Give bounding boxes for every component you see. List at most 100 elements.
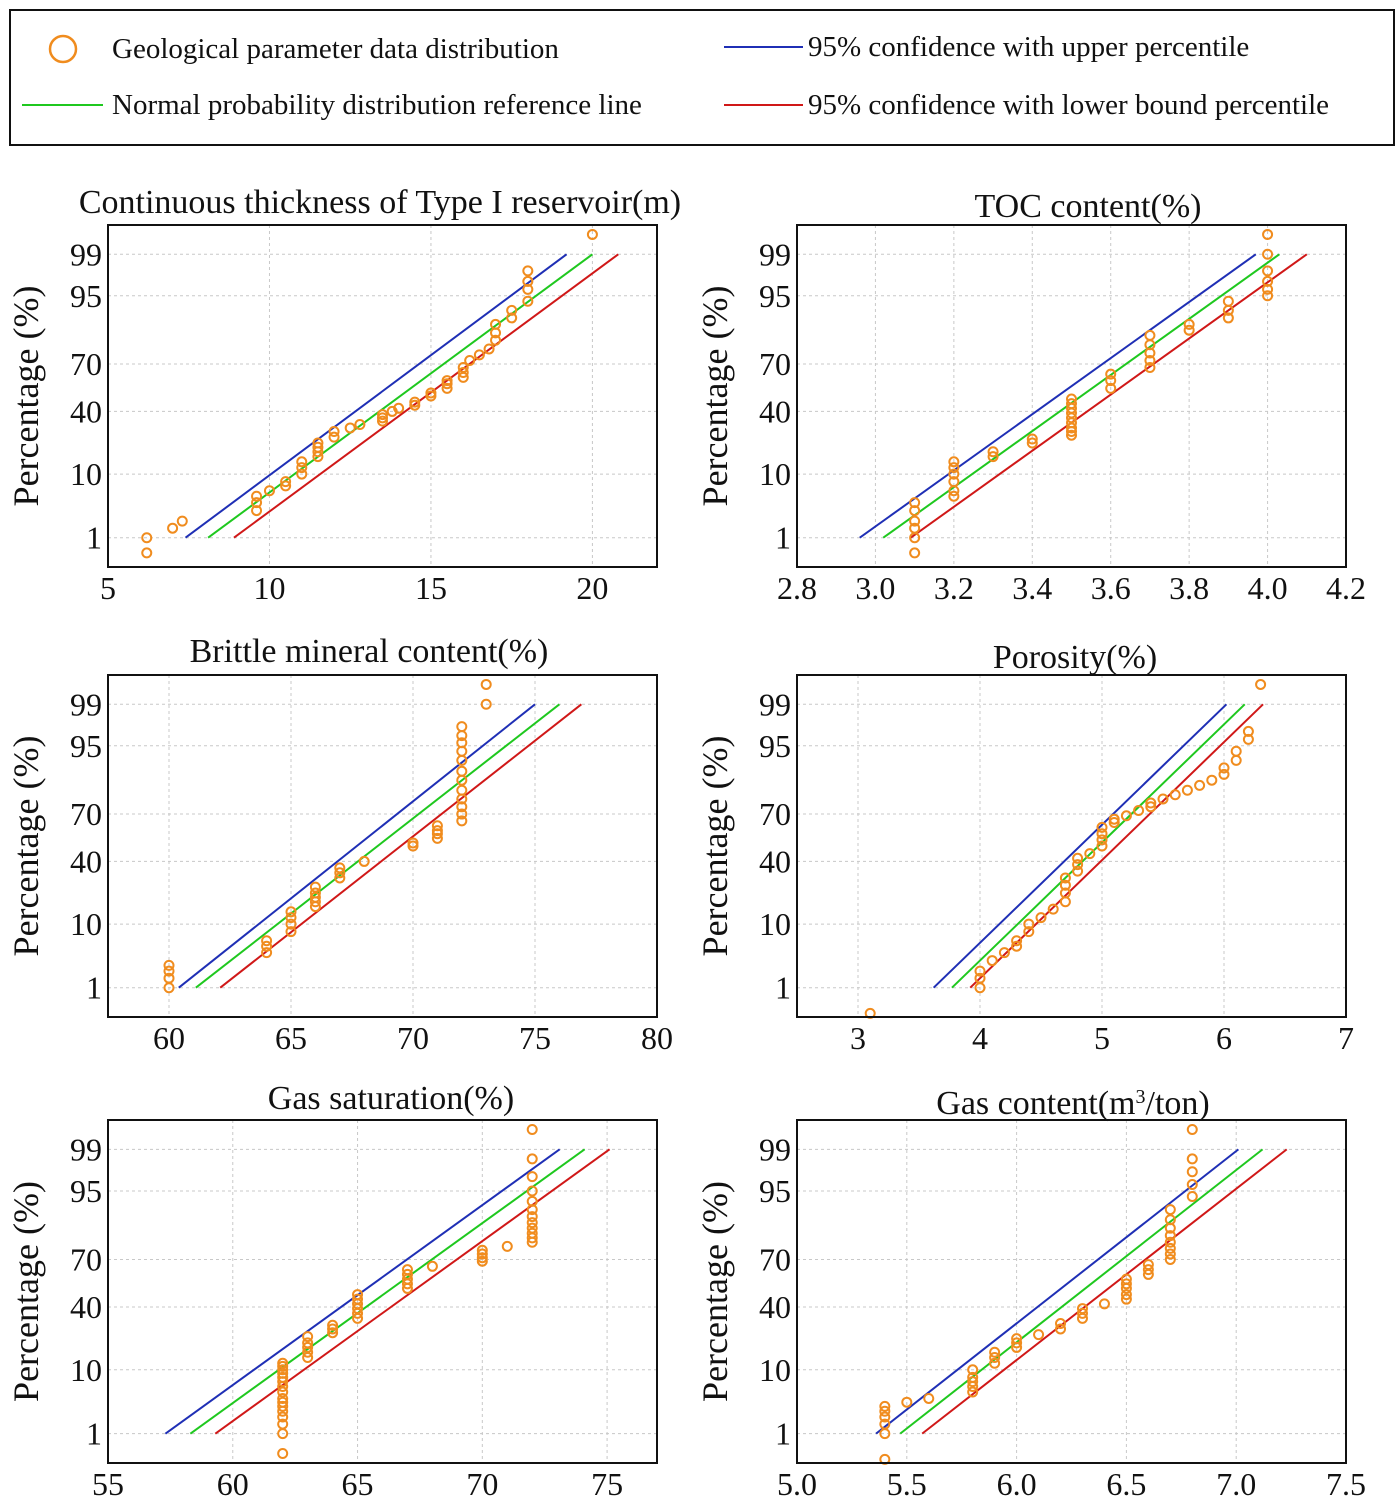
data-point: [312, 437, 324, 449]
upper-line: [164, 1148, 561, 1435]
data-point: [1142, 1264, 1154, 1276]
data-point: [280, 476, 292, 488]
data-point: [327, 1323, 339, 1335]
data-point: [1055, 1318, 1067, 1330]
x-tick-label: 7.5: [1326, 1466, 1366, 1502]
data-point: [1011, 935, 1023, 947]
x-tick-label: 3.6: [1091, 570, 1131, 606]
data-point: [526, 1171, 538, 1183]
data-point: [473, 349, 485, 361]
data-point: [1066, 393, 1077, 405]
y-tick-label: 99: [70, 1131, 102, 1167]
chart-panel-5: 55 60 65 70 75 1 10 40 70 95 99 Percentage (%) Gas s…: [6, 1080, 658, 1502]
x-tick-label: 5.5: [887, 1466, 927, 1502]
y-tick-label: 99: [759, 686, 791, 722]
data-point: [1011, 1333, 1023, 1345]
plot-area: [108, 1120, 657, 1463]
data-point: [277, 1367, 289, 1379]
y-tick-label: 70: [70, 1241, 102, 1277]
x-tick-label: 2.8: [777, 570, 817, 606]
data-point: [476, 1255, 488, 1267]
data-point: [1242, 725, 1254, 737]
data-point: [409, 396, 421, 408]
lower-line: [969, 703, 1264, 989]
data-point: [1222, 312, 1234, 324]
data-point: [277, 1386, 289, 1398]
x-tick-label: 6.0: [997, 1466, 1037, 1502]
data-point: [1120, 1278, 1132, 1290]
plot-frame: [796, 674, 1347, 1018]
x-tick-label: 6.5: [1106, 1466, 1146, 1502]
data-point: [526, 1185, 538, 1197]
data-point: [296, 468, 308, 480]
data-point: [1157, 793, 1169, 805]
y-tick-label: 70: [70, 346, 102, 382]
x-tick-label: 55: [92, 1466, 124, 1502]
x-tick-label: 3: [850, 1020, 866, 1056]
data-point: [948, 468, 960, 480]
data-point: [277, 1448, 289, 1460]
data-point: [1218, 768, 1230, 780]
x-tick-label: 60: [217, 1466, 249, 1502]
data-point: [1011, 940, 1023, 952]
data-point: [163, 972, 175, 984]
data-point: [989, 1357, 1001, 1369]
data-point: [974, 965, 986, 977]
data-point: [456, 801, 468, 813]
data-point: [909, 515, 921, 527]
data-point: [401, 1268, 413, 1280]
data-point: [1183, 318, 1195, 330]
data-point: [457, 367, 469, 379]
plot-area: [797, 225, 1346, 567]
data-point: [522, 295, 534, 307]
data-point: [1120, 1273, 1132, 1285]
chart-panel-3: 60 65 70 75 80 1 10 40 70 95 99 Percentage (%) Britt…: [6, 633, 673, 1056]
data-point: [251, 497, 263, 509]
data-point: [277, 1364, 289, 1376]
y-tick-label: 95: [759, 728, 791, 764]
data-point: [526, 1195, 538, 1207]
y-axis-label: Percentage (%): [695, 1181, 735, 1402]
plot-frame: [796, 1119, 1347, 1464]
data-point: [456, 737, 468, 749]
data-point: [1169, 789, 1181, 801]
plot-area: [108, 225, 657, 567]
data-point: [1035, 912, 1047, 924]
y-tick-label: 1: [86, 1416, 102, 1452]
chart-title: Gas saturation(%): [268, 1080, 514, 1117]
x-tick-label: 5: [1094, 1020, 1110, 1056]
normal-line: [189, 1148, 586, 1435]
data-point: [1262, 283, 1274, 295]
data-point: [1181, 784, 1193, 796]
data-point: [476, 1252, 488, 1264]
y-tick-label: 40: [759, 843, 791, 879]
x-tick-label: 4.0: [1248, 570, 1288, 606]
y-tick-label: 70: [759, 346, 791, 382]
y-tick-label: 10: [759, 1352, 791, 1388]
data-point: [1262, 248, 1274, 260]
data-point: [426, 1260, 438, 1272]
data-point: [1164, 1236, 1176, 1248]
y-tick-label: 95: [70, 728, 102, 764]
data-point: [441, 375, 453, 387]
data-point: [506, 304, 518, 316]
data-point: [1047, 903, 1059, 915]
y-tick-label: 10: [759, 456, 791, 492]
data-point: [526, 1217, 538, 1229]
y-tick-label: 99: [759, 236, 791, 272]
data-point: [296, 456, 308, 468]
data-point: [176, 515, 188, 527]
x-tick-label: 65: [275, 1020, 307, 1056]
y-tick-label: 40: [70, 393, 102, 429]
data-point: [989, 1346, 1001, 1358]
data-point: [377, 409, 388, 421]
x-tick-label: 10: [253, 570, 285, 606]
data-point: [522, 283, 534, 295]
data-point: [285, 918, 297, 930]
data-point: [987, 451, 999, 463]
plot-frame: [107, 1119, 658, 1464]
data-point: [480, 678, 492, 690]
data-point: [1026, 433, 1038, 445]
data-point: [1164, 1253, 1176, 1265]
y-tick-label: 95: [70, 1173, 102, 1209]
